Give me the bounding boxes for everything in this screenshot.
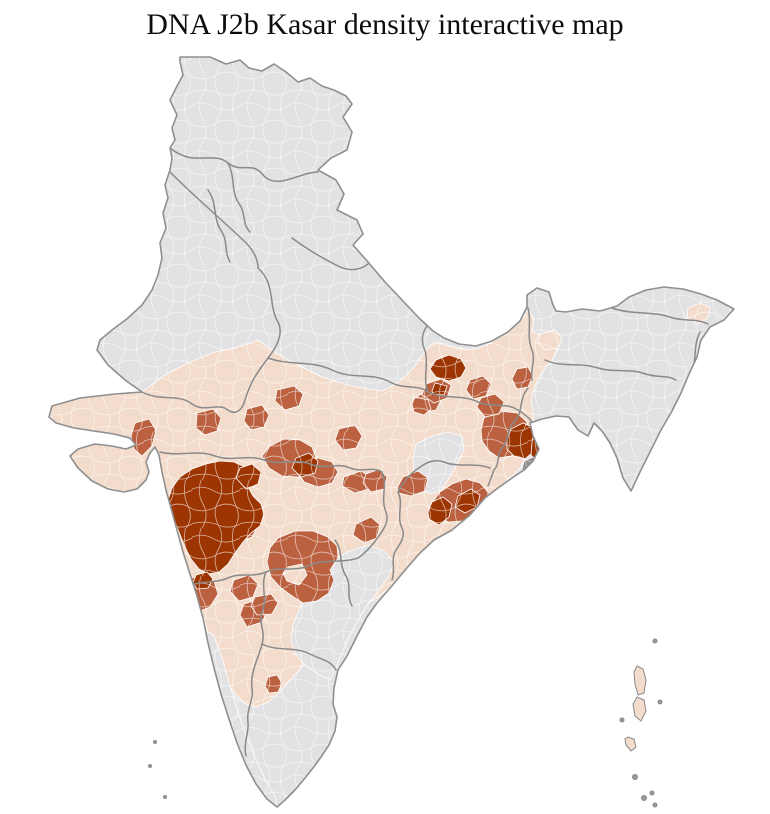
island-andaman-middle[interactable] bbox=[632, 696, 647, 722]
islet-nicobar-3[interactable] bbox=[649, 790, 655, 796]
islet-nicobar-4[interactable] bbox=[652, 802, 658, 808]
page-title: DNA J2b Kasar density interactive map bbox=[146, 8, 624, 41]
island-layer bbox=[148, 638, 663, 808]
islet-andaman-west[interactable] bbox=[619, 717, 625, 723]
islet-barren[interactable] bbox=[652, 638, 658, 644]
islet-nicobar-2[interactable] bbox=[641, 795, 647, 801]
island-little-andaman[interactable] bbox=[624, 736, 637, 752]
islet-andaman-east[interactable] bbox=[657, 699, 663, 705]
islet-lakshadweep-1[interactable] bbox=[153, 740, 157, 744]
district-boundary-mesh bbox=[49, 57, 734, 807]
island-andaman-north[interactable] bbox=[633, 665, 647, 696]
state-border-layer bbox=[141, 147, 709, 757]
islet-lakshadweep-3[interactable] bbox=[148, 764, 152, 768]
islet-lakshadweep-2[interactable] bbox=[163, 795, 167, 799]
islet-nicobar-1[interactable] bbox=[632, 774, 638, 780]
